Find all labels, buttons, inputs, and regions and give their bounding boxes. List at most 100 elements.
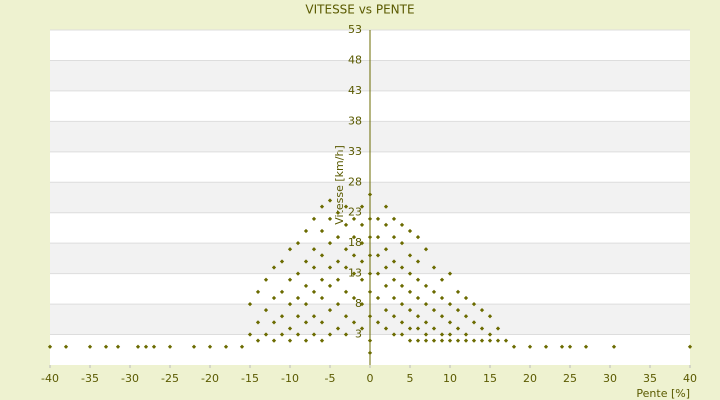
point	[343, 265, 349, 270]
point	[327, 332, 333, 337]
point	[271, 338, 277, 343]
y-tick-label: 43	[348, 84, 362, 97]
point	[335, 277, 341, 282]
x-tick-label: 20	[523, 372, 537, 385]
x-tick-label: -15	[241, 372, 259, 385]
point	[327, 265, 333, 270]
y-tick-label: 53	[348, 23, 362, 36]
point	[191, 344, 197, 349]
point	[247, 332, 253, 337]
point	[463, 295, 469, 301]
point	[255, 320, 261, 325]
point	[295, 332, 301, 337]
point	[263, 308, 269, 313]
x-tick-label: 35	[643, 372, 657, 385]
point	[287, 247, 293, 252]
point	[319, 320, 325, 325]
point	[327, 283, 333, 288]
point	[407, 253, 413, 258]
point	[167, 344, 173, 349]
x-tick-label: -20	[201, 372, 219, 385]
point	[303, 301, 309, 307]
point	[407, 326, 413, 331]
x-tick-label: -35	[81, 372, 99, 385]
point	[375, 320, 381, 325]
point	[343, 204, 349, 209]
point	[383, 204, 389, 209]
point	[383, 247, 389, 252]
point	[303, 228, 309, 234]
x-tick-label: -30	[121, 372, 139, 385]
x-tick-label: 5	[407, 372, 414, 385]
point	[383, 326, 389, 331]
point	[295, 241, 301, 246]
point	[319, 204, 325, 209]
point	[423, 283, 429, 288]
point	[463, 332, 469, 337]
point	[143, 344, 149, 349]
x-tick-label: 25	[563, 372, 577, 385]
point	[399, 332, 405, 337]
point	[583, 344, 589, 349]
x-tick-label: -40	[41, 372, 59, 385]
point	[471, 301, 477, 307]
point	[447, 338, 453, 343]
point	[407, 271, 413, 276]
point	[415, 338, 421, 343]
point	[367, 271, 373, 276]
point	[279, 259, 285, 264]
point	[359, 277, 365, 282]
point	[239, 344, 245, 349]
point	[431, 326, 437, 331]
y-tick-label: 23	[348, 206, 362, 219]
point	[447, 271, 453, 276]
point	[415, 259, 421, 264]
point	[479, 308, 485, 313]
point	[423, 301, 429, 307]
point	[247, 301, 253, 307]
point	[319, 277, 325, 282]
point	[295, 295, 301, 301]
point	[255, 338, 261, 343]
point	[431, 265, 437, 270]
point	[455, 326, 461, 331]
y-tick-label: 8	[355, 297, 362, 310]
point	[423, 247, 429, 252]
point	[343, 247, 349, 252]
point	[367, 289, 373, 295]
point	[383, 283, 389, 288]
point	[335, 259, 341, 264]
point	[327, 241, 333, 246]
point	[367, 234, 373, 240]
point	[279, 289, 285, 295]
point	[295, 314, 301, 319]
point	[391, 259, 397, 264]
point	[335, 301, 341, 307]
point	[351, 271, 357, 276]
point	[463, 338, 469, 343]
point	[311, 332, 317, 337]
point	[303, 259, 309, 264]
chart-title: VITESSE vs PENTE	[305, 3, 414, 17]
point	[487, 338, 493, 343]
point	[335, 234, 341, 240]
point	[367, 314, 373, 319]
point	[279, 332, 285, 337]
point	[351, 234, 357, 240]
point	[359, 204, 365, 209]
point	[391, 277, 397, 282]
point	[359, 241, 365, 246]
x-tick-label: -25	[161, 372, 179, 385]
point	[207, 344, 213, 349]
point	[479, 326, 485, 331]
point	[303, 320, 309, 325]
point	[543, 344, 549, 349]
point	[383, 265, 389, 270]
point	[447, 301, 453, 307]
point	[471, 338, 477, 343]
point	[279, 314, 285, 319]
point	[439, 314, 445, 319]
point	[343, 332, 349, 337]
point	[319, 338, 325, 343]
